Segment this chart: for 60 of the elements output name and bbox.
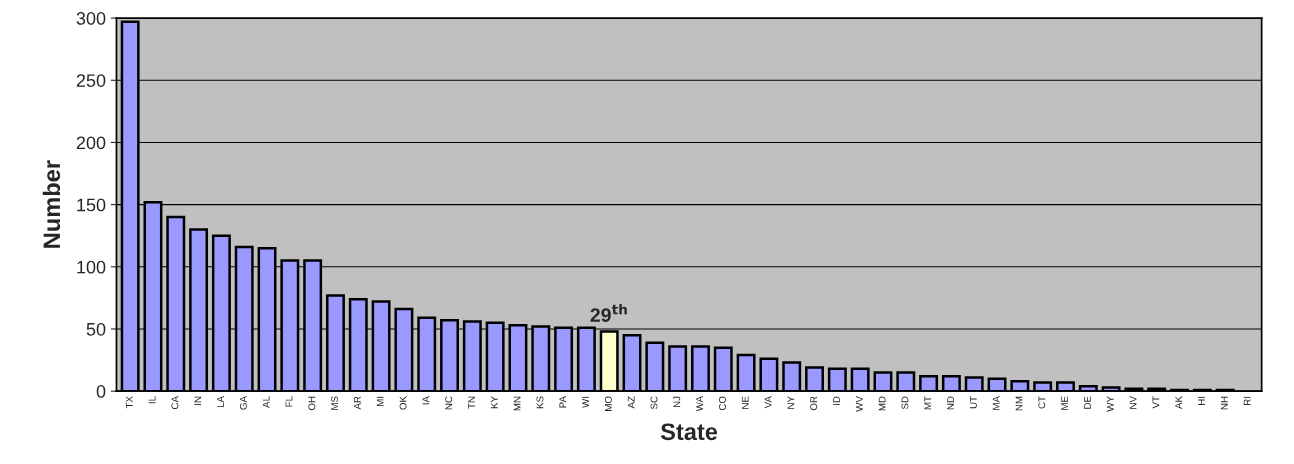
x-tick-label: WI: [582, 396, 589, 408]
x-tick-label: OR: [810, 396, 818, 411]
x-tick-label: VT: [1152, 396, 1160, 409]
x-tick-label: RI: [1243, 396, 1251, 405]
x-tick-label: ID: [833, 396, 840, 405]
x-tick-label: NJ: [673, 396, 681, 408]
x-tick-label: ME: [1061, 396, 1068, 410]
x-tick-label: KS: [536, 396, 544, 409]
x-tick-label: TX: [125, 396, 133, 409]
x-tick-label: MI: [376, 396, 384, 407]
x-axis-title: State: [660, 423, 718, 441]
x-tick-label: NH: [1220, 396, 1228, 410]
x-tick-label: SD: [901, 396, 909, 410]
x-tick-label: IA: [422, 396, 430, 405]
x-tick-label: MS: [331, 396, 339, 410]
x-tick-label: AZ: [627, 396, 635, 409]
x-tick-label: MA: [992, 396, 1000, 410]
x-tick-label: NE: [741, 396, 749, 409]
x-tick-label: AL: [262, 396, 270, 408]
x-tick-label: WY: [1106, 396, 1114, 412]
x-tick-label: SC: [650, 396, 658, 410]
x-tick-label: OH: [308, 396, 316, 411]
x-tick-label: PA: [559, 396, 567, 408]
y-tick-label: 200: [76, 136, 106, 150]
x-tick-label: IN: [194, 396, 202, 405]
x-tick-label: MO: [604, 396, 612, 411]
y-axis-title: Number: [42, 160, 61, 248]
x-tick-label: NM: [1015, 396, 1023, 411]
x-tick-label: NY: [787, 396, 795, 409]
x-tick-label: VA: [764, 396, 772, 409]
x-tick-label: MN: [513, 396, 521, 411]
annotation: 29$^{th}$: [590, 303, 627, 322]
x-tick-label: NC: [445, 396, 453, 410]
x-tick-label: DE: [1084, 396, 1091, 409]
x-tick-label: MT: [924, 396, 932, 410]
x-tick-label: CA: [171, 396, 179, 410]
x-tick-label: LA: [217, 396, 224, 408]
y-tick-label: 0: [96, 385, 106, 398]
x-tick-label: TN: [468, 396, 475, 409]
x-tick-label: CO: [719, 396, 726, 411]
x-tick-label: MD: [878, 396, 886, 411]
x-tick-label: GA: [239, 396, 247, 410]
x-tick-label: KY: [490, 396, 498, 409]
x-tick-label: AR: [354, 396, 361, 410]
x-tick-label: FL: [285, 396, 293, 407]
x-tick-label: HI: [1198, 396, 1205, 405]
x-tick-label: ND: [947, 396, 954, 410]
x-tick-label: WA: [696, 396, 703, 412]
y-tick-label: 100: [77, 260, 106, 274]
y-tick-label: 150: [77, 198, 106, 212]
x-tick-label: CT: [1038, 396, 1046, 409]
x-tick-label: AK: [1175, 396, 1183, 409]
x-tick-label: IL: [148, 396, 156, 404]
x-tick-label: OK: [399, 396, 407, 410]
x-tick-label: UT: [970, 396, 977, 409]
x-tick-label: NV: [1129, 396, 1137, 409]
x-tick-label: WV: [855, 396, 863, 412]
y-tick-label: 250: [76, 74, 106, 87]
y-tick-label: 50: [86, 322, 106, 336]
y-tick-label: 300: [76, 12, 106, 25]
